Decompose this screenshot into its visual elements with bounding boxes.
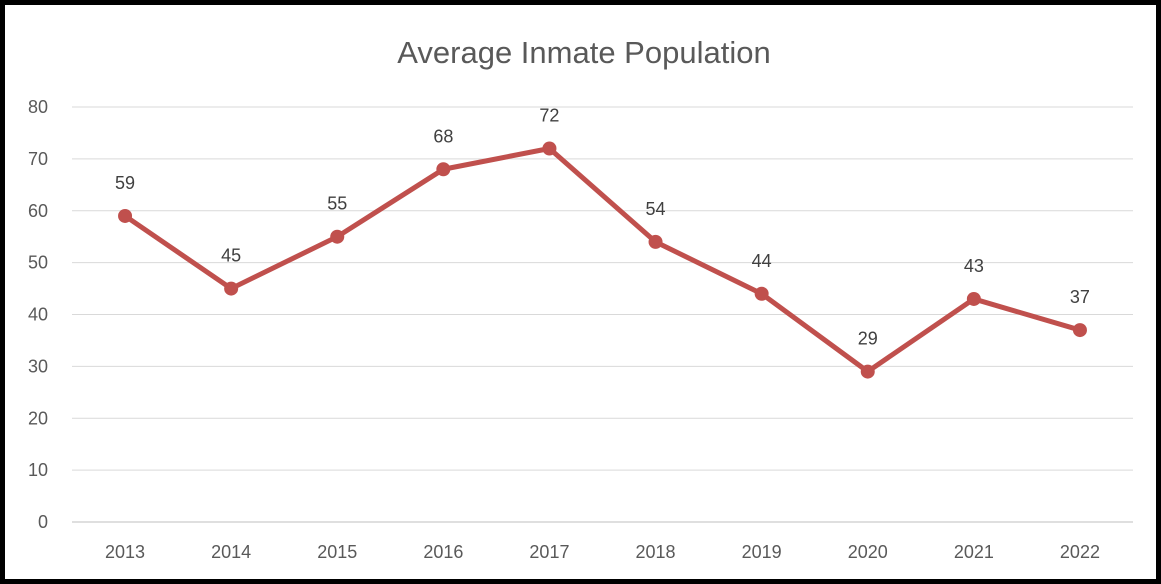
y-tick-label: 0: [38, 512, 48, 532]
markers-group: [118, 141, 1087, 379]
y-tick-label: 80: [28, 97, 48, 117]
data-point-2014: [224, 281, 239, 296]
y-tick-label: 30: [28, 356, 48, 376]
data-point-2021: [966, 291, 981, 306]
series-line: [122, 146, 1083, 375]
x-tick-label: 2021: [954, 542, 994, 562]
data-point-2013: [118, 208, 133, 223]
data-label-2020: 29: [858, 329, 878, 349]
y-tick-label: 10: [28, 460, 48, 480]
x-tick-label: 2013: [105, 542, 145, 562]
x-tick-label: 2022: [1060, 542, 1100, 562]
y-tick-label: 20: [28, 408, 48, 428]
data-label-2018: 54: [646, 199, 666, 219]
data-point-2015: [330, 229, 345, 244]
x-tick-label: 2019: [742, 542, 782, 562]
gridlines: [72, 106, 1133, 523]
data-label-2021: 43: [964, 256, 984, 276]
x-tick-label: 2014: [211, 542, 251, 562]
y-tick-label: 40: [28, 305, 48, 325]
data-labels-group: 59 45 55 68 72 54 44 29 43 37: [115, 106, 1090, 349]
data-label-2015: 55: [327, 194, 347, 214]
y-tick-label: 50: [28, 253, 48, 273]
data-label-2019: 44: [752, 251, 772, 271]
data-label-2016: 68: [433, 126, 453, 146]
data-label-2014: 45: [221, 246, 241, 266]
data-point-2022: [1072, 323, 1087, 338]
chart-title: Average Inmate Population: [397, 35, 770, 70]
y-tick-label: 60: [28, 201, 48, 221]
series-group: [122, 146, 1083, 375]
y-axis-ticks: 0 10 20 30 40 50 60 70 80: [28, 97, 48, 532]
x-tick-label: 2016: [423, 542, 463, 562]
data-point-2016: [436, 162, 451, 177]
data-label-2017: 72: [539, 106, 559, 126]
x-tick-label: 2018: [636, 542, 676, 562]
x-tick-label: 2017: [529, 542, 569, 562]
x-tick-label: 2015: [317, 542, 357, 562]
x-axis-ticks: 2013 2014 2015 2016 2017 2018 2019 2020 2021 2022: [105, 542, 1100, 562]
x-tick-label: 2020: [848, 542, 888, 562]
data-point-2019: [754, 286, 769, 301]
data-point-2017: [542, 141, 557, 156]
data-label-2013: 59: [115, 173, 135, 193]
data-point-2018: [648, 234, 663, 249]
data-label-2022: 37: [1070, 287, 1090, 307]
data-point-2020: [860, 364, 875, 379]
y-tick-label: 70: [28, 149, 48, 169]
